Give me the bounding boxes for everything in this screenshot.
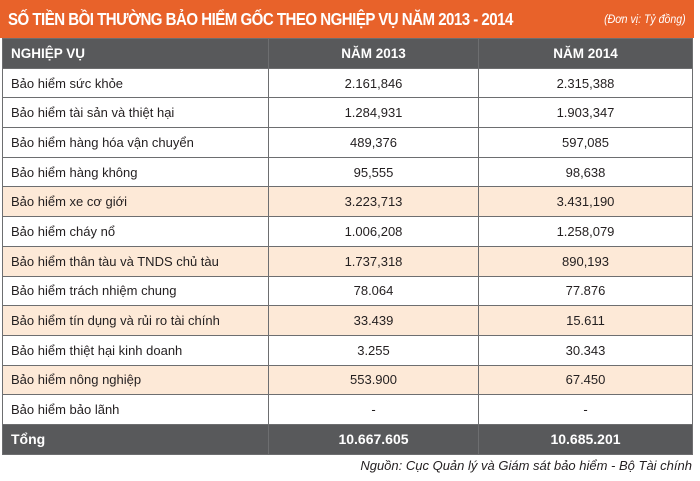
table-row: Bảo hiểm sức khỏe 2.161,846 2.315,388 — [2, 67, 693, 99]
value-2014: 1.903,347 — [478, 97, 693, 129]
table-row: Bảo hiểm hàng không 95,555 98,638 — [2, 156, 693, 188]
row-name: Bảo hiểm tín dụng và rủi ro tài chính — [2, 305, 269, 336]
value-2014: 890,193 — [478, 245, 693, 277]
table-title-bar: SỐ TIỀN BỒI THƯỜNG BẢO HIỂM GỐC THEO NGH… — [0, 0, 694, 38]
row-name: Bảo hiểm thân tàu và TNDS chủ tàu — [2, 245, 269, 277]
value-2014: - — [478, 394, 693, 425]
value-2014: 3.431,190 — [478, 186, 693, 218]
table-row: Bảo hiểm hàng hóa vận chuyển 489,376 597,0… — [2, 127, 693, 158]
header-2014: NĂM 2014 — [478, 38, 693, 69]
total-label: Tổng — [2, 423, 269, 455]
row-name: Bảo hiểm nông nghiệp — [2, 364, 269, 396]
header-row: NGHIỆP VỤ NĂM 2013 NĂM 2014 — [2, 38, 693, 69]
row-name: Bảo hiểm bảo lãnh — [2, 394, 269, 425]
value-2014: 98,638 — [478, 156, 693, 188]
value-2013: 1.006,208 — [268, 216, 479, 247]
row-name: Bảo hiểm thiệt hại kinh doanh — [2, 334, 269, 366]
value-2013: 2.161,846 — [268, 67, 479, 99]
total-row: Tổng 10.667.605 10.685.201 — [2, 423, 693, 455]
row-name: Bảo hiểm hàng hóa vận chuyển — [2, 127, 269, 158]
table-row: Bảo hiểm xe cơ giới 3.223,713 3.431,190 — [2, 186, 693, 218]
value-2014: 1.258,079 — [478, 216, 693, 247]
row-name: Bảo hiểm cháy nổ — [2, 216, 269, 247]
value-2014: 597,085 — [478, 127, 693, 158]
header-2013: NĂM 2013 — [268, 38, 479, 69]
row-name: Bảo hiểm trách nhiệm chung — [2, 275, 269, 307]
value-2014: 2.315,388 — [478, 67, 693, 99]
value-2013: 553.900 — [268, 364, 479, 396]
value-2013: 1.284,931 — [268, 97, 479, 129]
row-name: Bảo hiểm tài sản và thiệt hại — [2, 97, 269, 129]
total-2013: 10.667.605 — [268, 423, 479, 455]
value-2013: 95,555 — [268, 156, 479, 188]
value-2013: - — [268, 394, 479, 425]
header-line-of-business: NGHIỆP VỤ — [2, 38, 269, 69]
total-2014: 10.685.201 — [478, 423, 693, 455]
value-2014: 30.343 — [478, 334, 693, 366]
insurance-claims-table: NGHIỆP VỤ NĂM 2013 NĂM 2014 Bảo hiểm sức… — [2, 38, 693, 455]
source-note: Nguồn: Cục Quản lý và Giám sát bảo hiểm … — [360, 458, 692, 473]
table-row: Bảo hiểm trách nhiệm chung 78.064 77.876 — [2, 275, 693, 307]
table-row: Bảo hiểm tín dụng và rủi ro tài chính 33.… — [2, 305, 693, 336]
value-2014: 15.611 — [478, 305, 693, 336]
value-2013: 78.064 — [268, 275, 479, 307]
value-2013: 3.255 — [268, 334, 479, 366]
table-title: SỐ TIỀN BỒI THƯỜNG BẢO HIỂM GỐC THEO NGH… — [8, 8, 513, 29]
value-2014: 77.876 — [478, 275, 693, 307]
value-2014: 67.450 — [478, 364, 693, 396]
table-row: Bảo hiểm thân tàu và TNDS chủ tàu 1.737,3… — [2, 245, 693, 277]
table-row: Bảo hiểm cháy nổ 1.006,208 1.258,079 — [2, 216, 693, 247]
value-2013: 33.439 — [268, 305, 479, 336]
row-name: Bảo hiểm sức khỏe — [2, 67, 269, 99]
table-row: Bảo hiểm bảo lãnh - - — [2, 394, 693, 425]
table-row: Bảo hiểm nông nghiệp 553.900 67.450 — [2, 364, 693, 396]
table-row: Bảo hiểm thiệt hại kinh doanh 3.255 30.343 — [2, 334, 693, 366]
value-2013: 489,376 — [268, 127, 479, 158]
unit-label: (Đơn vị: Tỷ đồng) — [604, 12, 686, 26]
row-name: Bảo hiểm xe cơ giới — [2, 186, 269, 218]
value-2013: 3.223,713 — [268, 186, 479, 218]
row-name: Bảo hiểm hàng không — [2, 156, 269, 188]
table-row: Bảo hiểm tài sản và thiệt hại 1.284,931 1.… — [2, 97, 693, 129]
value-2013: 1.737,318 — [268, 245, 479, 277]
